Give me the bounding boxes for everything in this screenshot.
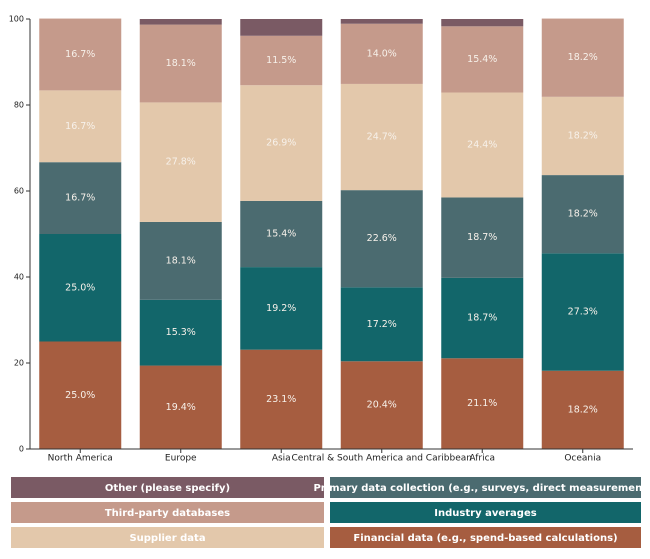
bar-segment [441,358,524,449]
value-label: 18.2% [568,130,598,141]
legend-label: Supplier data [129,533,205,544]
y-tick-label: 0 [19,445,24,454]
bar-segment [139,19,222,25]
bar-segment [240,85,323,201]
bar-segment [340,190,423,288]
y-tick-label: 20 [14,359,24,368]
bar-segment [39,90,122,163]
legend-label: Other (please specify) [105,483,230,494]
value-label: 16.7% [65,121,95,132]
bar-segment [441,277,524,359]
bar-segment [340,287,423,362]
bar-segment [240,349,323,449]
x-tick-label: Asia [272,454,291,464]
bar-segment [541,18,624,97]
value-label: 15.3% [166,327,196,338]
x-tick-label: Oceania [564,454,601,464]
bar-segment [340,361,423,449]
bar-segment [541,253,624,371]
legend-swatch [330,477,641,498]
value-label: 18.2% [568,52,598,63]
legend-swatch [330,502,641,523]
legend-label: Primary data collection (e.g., surveys, … [313,483,650,494]
value-label: 14.0% [367,48,397,59]
legend-swatch [11,477,324,498]
bar-segment [340,83,423,191]
bar-segment [240,19,323,36]
x-tick-label: Europe [165,454,197,464]
value-label: 20.4% [367,400,397,411]
value-label: 23.1% [266,394,296,405]
value-label: 25.0% [65,282,95,293]
x-tick-label: Central & South America and Caribbean [292,454,473,464]
legend-label: Financial data (e.g., spend-based calcul… [353,533,617,544]
bar-segment [139,24,222,103]
value-label: 19.4% [166,402,196,413]
value-label: 15.4% [467,54,497,65]
bar-segment [39,18,122,91]
y-tick-label: 100 [9,15,24,24]
legend-swatch [11,527,324,548]
value-label: 18.2% [568,404,598,415]
value-label: 22.6% [367,233,397,244]
y-tick-label: 40 [14,273,24,282]
bar-segment [139,365,222,449]
bar-segment [240,35,323,86]
value-label: 24.7% [367,132,397,143]
bar-segment [39,234,122,342]
bar-segment [541,175,624,254]
y-tick-label: 60 [14,187,24,196]
x-tick-label: North America [48,454,113,464]
bar-segment [139,102,222,222]
value-label: 21.1% [467,398,497,409]
bar-segment [139,299,222,366]
bar-segment [340,23,423,84]
value-label: 24.4% [467,139,497,150]
legend-label: Third-party databases [105,508,230,519]
value-label: 26.9% [266,138,296,149]
value-label: 18.7% [467,313,497,324]
bar-segment [240,267,323,350]
bar-segment [139,221,222,300]
x-tick-label: Africa [469,454,495,464]
value-label: 27.3% [568,307,598,318]
value-label: 27.8% [166,157,196,168]
value-label: 16.7% [65,49,95,60]
bar-segment [340,19,423,24]
bar-segment [441,197,524,278]
value-label: 16.7% [65,193,95,204]
value-label: 11.5% [266,55,296,66]
bar-segment [39,162,122,234]
value-label: 19.2% [266,303,296,314]
bar-segment [240,200,323,268]
bar-segment [541,370,624,449]
bar-segment [441,26,524,93]
value-label: 18.7% [467,232,497,243]
y-tick-label: 80 [14,101,24,110]
value-label: 17.2% [367,319,397,330]
legend-swatch [11,502,324,523]
bar-segment [541,96,624,176]
value-label: 18.1% [166,58,196,69]
bar-segment [441,92,524,198]
value-label: 15.4% [266,229,296,240]
bar-segment [441,19,524,27]
bar-segment [39,341,122,449]
value-label: 18.2% [568,209,598,220]
value-label: 18.1% [166,255,196,266]
legend-swatch [330,527,641,548]
legend-label: Industry averages [434,508,536,519]
value-label: 25.0% [65,390,95,401]
